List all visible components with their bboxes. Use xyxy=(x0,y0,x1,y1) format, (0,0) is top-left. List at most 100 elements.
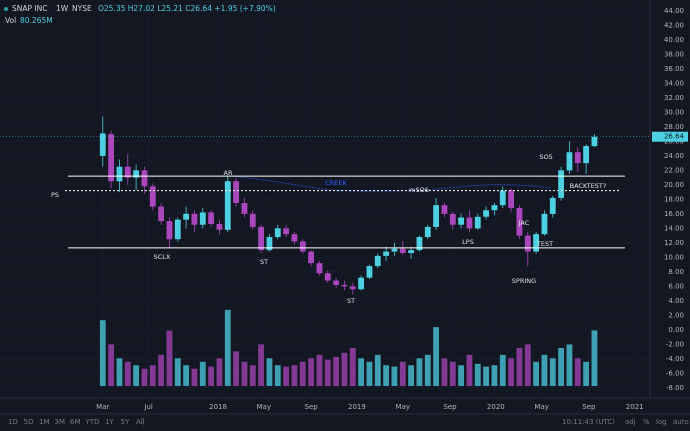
y-tick-label: 8.00 xyxy=(668,268,684,276)
volume-bar xyxy=(499,354,506,386)
volume-bar xyxy=(591,330,598,386)
range-button[interactable]: 1D xyxy=(8,418,18,426)
option-button[interactable]: % xyxy=(643,418,650,426)
candle-body xyxy=(499,190,506,206)
candle-body xyxy=(558,170,565,198)
option-button[interactable]: log xyxy=(656,418,667,426)
volume-bar xyxy=(99,320,106,386)
x-tick-label: Mar xyxy=(96,403,109,411)
creek-line xyxy=(231,175,551,192)
volume-bar xyxy=(449,361,456,386)
range-button[interactable]: YTD xyxy=(85,418,100,426)
volume-bar xyxy=(524,344,531,386)
annotation: BACKTEST? xyxy=(570,182,607,190)
volume-bar xyxy=(483,366,490,386)
x-tick-label: May xyxy=(534,403,548,411)
candle-body xyxy=(591,136,598,147)
candle-body xyxy=(566,152,573,171)
volume-bar xyxy=(383,365,390,386)
volume-bar xyxy=(566,344,573,386)
range-button[interactable]: 5D xyxy=(24,418,34,426)
candle-body xyxy=(491,205,498,211)
range-button[interactable]: 5Y xyxy=(121,418,130,426)
candle-body xyxy=(149,186,156,207)
volume-bar xyxy=(233,351,240,386)
candle-body xyxy=(391,248,398,252)
toolbar: 1D 5D 1M 3M 6M YTD 1Y 5Y All adj% log auto xyxy=(8,417,689,427)
volume-bar xyxy=(474,363,481,386)
y-tick-label: 16.00 xyxy=(664,210,684,218)
candle-body xyxy=(483,210,490,217)
y-tick-label: 6.00 xyxy=(668,282,684,290)
range-button[interactable]: 1Y xyxy=(105,418,114,426)
candle-body xyxy=(266,237,273,251)
y-tick-label: 20.00 xyxy=(664,181,684,189)
volume-label: Vol xyxy=(5,16,16,25)
volume-bar xyxy=(508,358,515,386)
volume-bar xyxy=(274,365,281,386)
volume-bar xyxy=(358,358,365,386)
candle-body xyxy=(166,221,173,240)
x-tick-label: Sep xyxy=(443,403,457,411)
x-tick-label: 2019 xyxy=(348,403,366,411)
candle-body xyxy=(199,212,206,225)
x-tick-label: 2018 xyxy=(209,403,227,411)
volume-bar xyxy=(266,358,273,386)
volume-bar xyxy=(299,361,306,386)
candle-body xyxy=(374,255,381,267)
candle-body xyxy=(174,219,181,240)
volume-bar xyxy=(416,358,423,386)
y-tick-label: 42.00 xyxy=(664,21,684,29)
volume-bar xyxy=(458,365,465,386)
volume-bar xyxy=(583,361,590,386)
range-button[interactable]: 6M xyxy=(70,418,81,426)
candle-body xyxy=(399,248,406,254)
volume-bar xyxy=(341,352,348,386)
volume-bar xyxy=(549,358,556,386)
volume-bar xyxy=(183,365,190,386)
candle-body xyxy=(333,280,340,285)
volume-bar xyxy=(149,365,156,386)
y-tick-label: -8.00 xyxy=(666,384,684,392)
volume-bar xyxy=(466,354,473,386)
y-tick-label: 32.00 xyxy=(664,94,684,102)
candle-body xyxy=(583,146,590,164)
candle-body xyxy=(316,263,323,274)
interval: 1W xyxy=(56,4,69,13)
volume-bar xyxy=(316,354,323,386)
candle-body xyxy=(516,208,523,236)
volume-bar xyxy=(291,365,298,386)
volume-bar xyxy=(441,358,448,386)
annotation: SCLX xyxy=(154,253,171,261)
volume-bar xyxy=(224,309,231,386)
candle-body xyxy=(433,205,440,227)
candle-body xyxy=(249,213,256,227)
y-tick-label: -2.00 xyxy=(666,340,684,348)
candle-body xyxy=(324,273,331,281)
range-button[interactable]: All xyxy=(136,418,145,426)
volume-bar xyxy=(491,365,498,386)
volume-bar xyxy=(408,365,415,386)
annotation: SOS xyxy=(539,153,552,161)
range-button[interactable]: 1M xyxy=(39,418,50,426)
y-tick-label: -6.00 xyxy=(666,369,684,377)
candle-body xyxy=(291,234,298,242)
volume-value: 80.265M xyxy=(20,16,53,25)
volume-bar xyxy=(333,356,340,386)
range-button[interactable]: 3M xyxy=(55,418,66,426)
volume-bar xyxy=(174,358,181,386)
candle-body xyxy=(299,241,306,252)
candle-body xyxy=(141,170,148,187)
x-tick-label: Sep xyxy=(582,403,596,411)
option-button[interactable]: auto xyxy=(673,418,689,426)
volume-bar xyxy=(216,358,223,386)
candle-body xyxy=(341,284,348,287)
candle-body xyxy=(274,228,281,238)
volume-bar xyxy=(124,361,131,386)
y-tick-label: 18.00 xyxy=(664,195,684,203)
candle-body xyxy=(549,197,556,214)
candle-body xyxy=(424,226,431,238)
option-button[interactable]: adj xyxy=(625,418,636,426)
y-tick-label: 12.00 xyxy=(664,239,684,247)
volume-bar xyxy=(208,366,215,386)
